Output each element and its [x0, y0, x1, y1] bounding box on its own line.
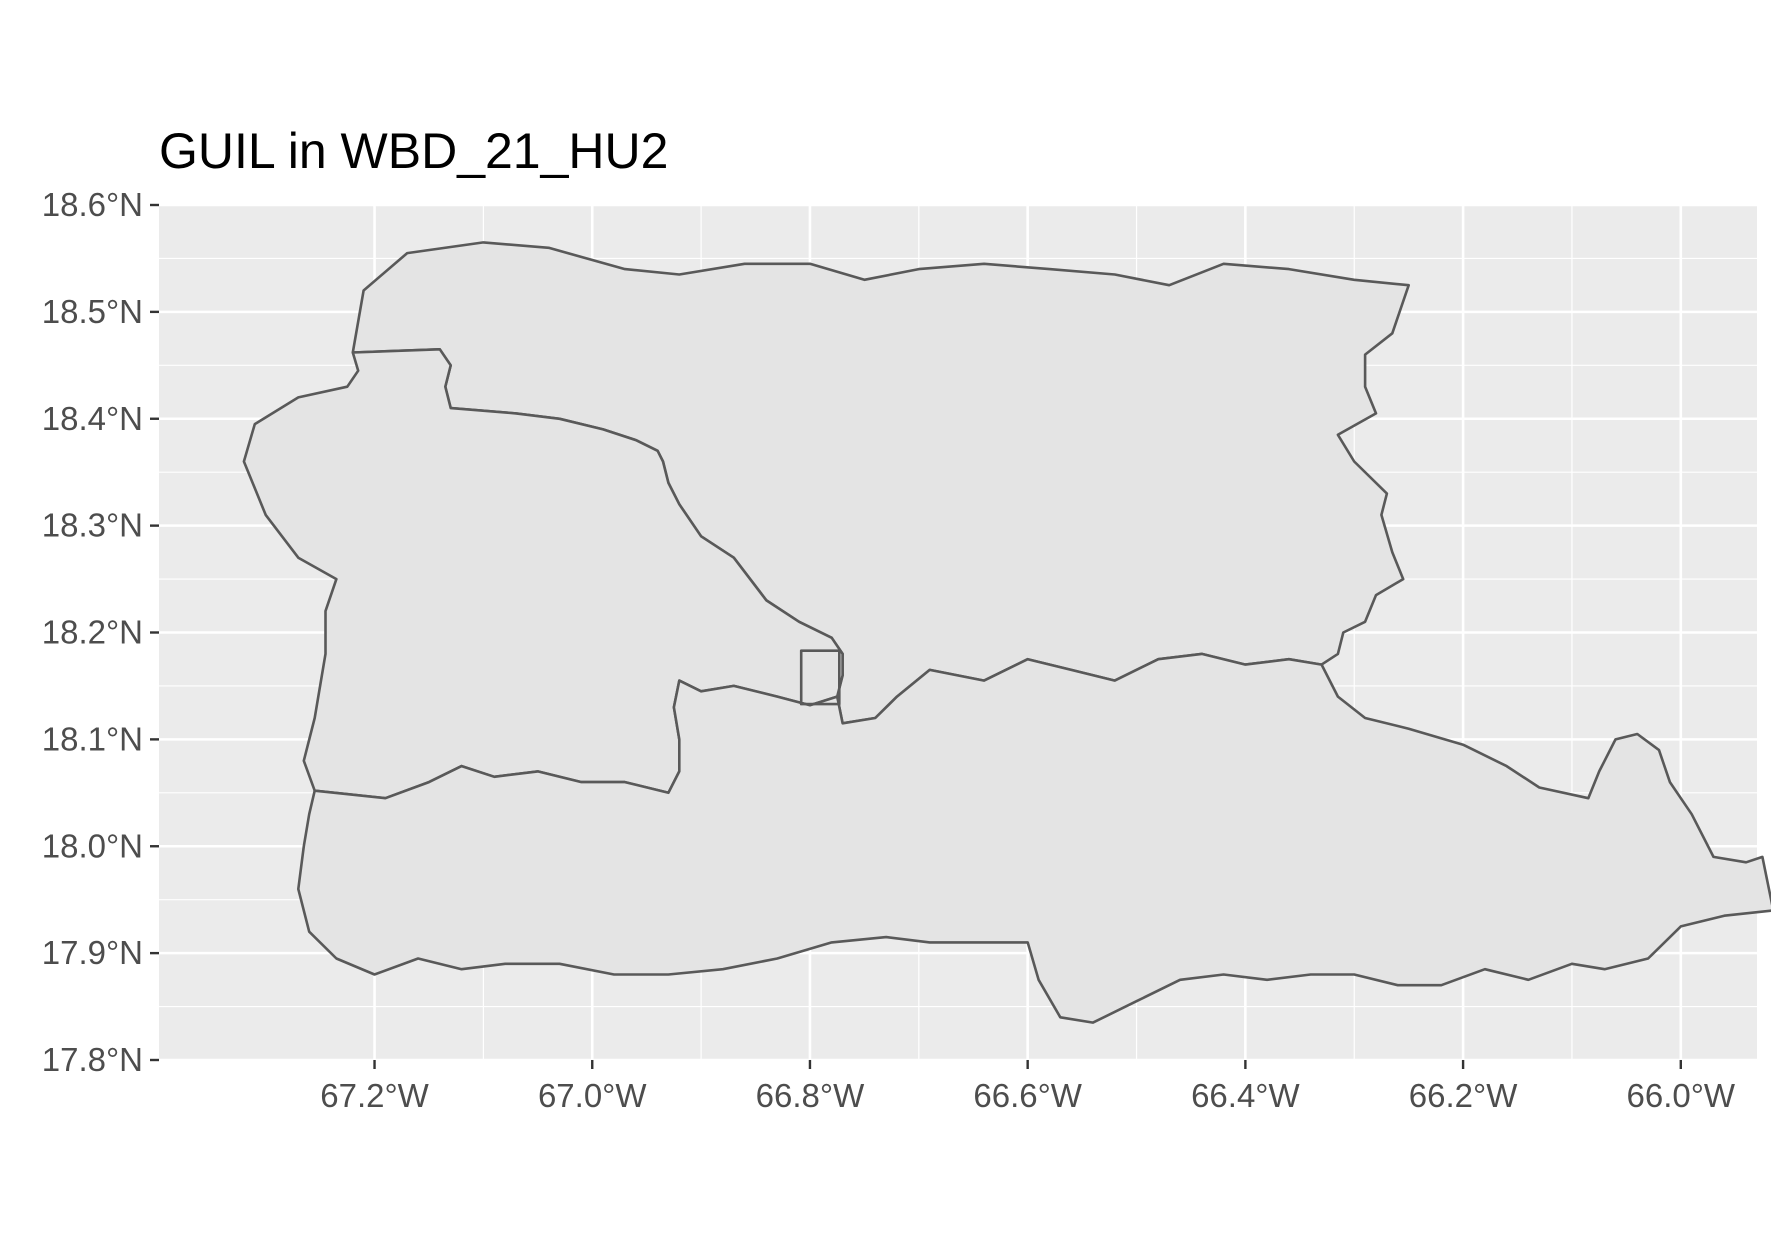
y-tick-label: 18.0°N — [42, 827, 143, 864]
y-tick-label: 18.1°N — [42, 720, 143, 757]
y-tick-label: 17.8°N — [42, 1041, 143, 1078]
x-tick-label: 66.2°W — [1409, 1077, 1518, 1114]
x-tick-label: 67.0°W — [538, 1077, 647, 1114]
axes: 67.2°W 67.0°W 66.8°W 66.6°W 66.4°W 66.2°W 66.0… — [42, 186, 1736, 1114]
x-tick-label: 66.4°W — [1191, 1077, 1300, 1114]
map-features — [242, 241, 1771, 1024]
x-tick-label: 66.0°W — [1627, 1077, 1736, 1114]
x-tick-label: 66.8°W — [756, 1077, 865, 1114]
y-tick-label: 18.4°N — [42, 400, 143, 437]
y-tick-label: 18.3°N — [42, 507, 143, 544]
x-tick-label: 67.2°W — [320, 1077, 429, 1114]
y-tick-label: 18.5°N — [42, 293, 143, 330]
y-tick-label: 18.6°N — [42, 186, 143, 223]
y-tick-label: 17.9°N — [42, 934, 143, 971]
x-tick-label: 66.6°W — [973, 1077, 1082, 1114]
y-tick-label: 18.2°N — [42, 614, 143, 651]
gauge-site-rectangle — [799, 649, 841, 706]
plot-title: GUIL in WBD_21_HU2 — [159, 123, 669, 179]
south-basin-polygon — [297, 652, 1771, 1024]
